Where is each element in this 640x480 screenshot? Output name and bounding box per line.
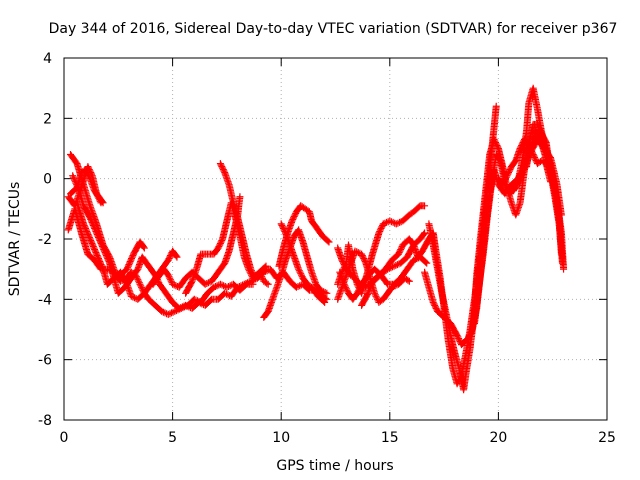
x-tick-label: 5 [168,430,177,446]
y-axis-label: SDTVAR / TECUs [7,182,23,297]
x-tick-label: 0 [60,430,69,446]
y-tick-label: 4 [43,51,52,67]
series-sat-l [277,220,329,306]
y-tick-label: -2 [38,232,52,248]
data-markers [64,84,568,394]
plus-markers [334,202,429,297]
axis-tick-labels: 0 5 10 15 20 25 -8 -6 -4 -2 0 2 4 [38,51,616,446]
x-axis-label: GPS time / hours [276,458,393,474]
series-sat-w [494,135,555,189]
series-sat-p [334,202,429,297]
y-tick-label: -8 [38,413,52,429]
y-tick-label: 2 [43,111,52,127]
series-sat-i [216,160,272,288]
x-tick-label: 15 [381,430,399,446]
plus-markers [275,202,333,270]
plus-markers [277,220,329,306]
plus-markers [494,135,555,189]
x-tick-label: 10 [272,430,290,446]
plus-markers [216,160,272,288]
x-tick-label: 20 [489,430,507,446]
y-tick-label: -6 [38,353,52,369]
y-tick-label: 0 [43,172,52,188]
y-tick-label: -4 [38,292,52,308]
axis-ticks [63,57,608,421]
series-sat-k [275,202,333,270]
chart-title: Day 344 of 2016, Sidereal Day-to-day VTE… [49,21,618,37]
x-tick-label: 25 [598,430,616,446]
